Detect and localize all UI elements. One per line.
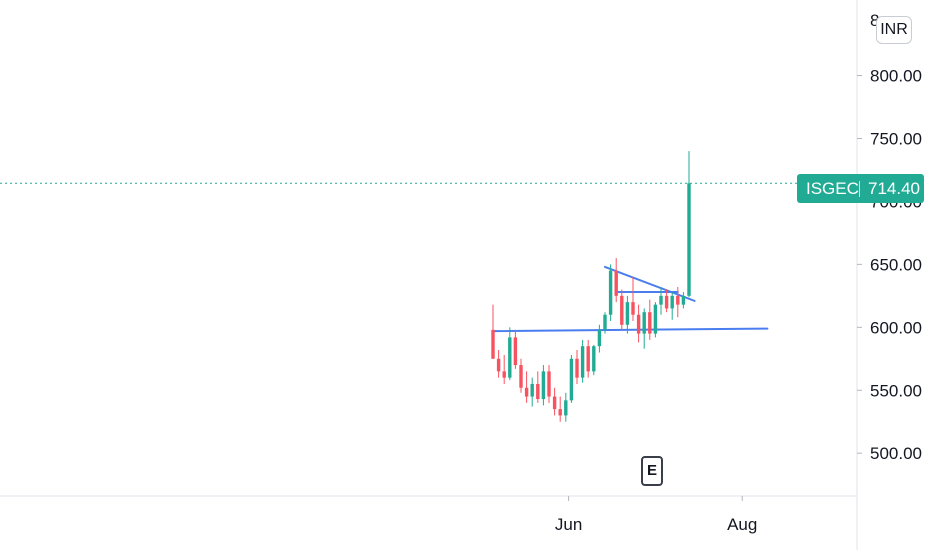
candle: [670, 292, 674, 320]
candle: [625, 295, 630, 334]
candle-body: [608, 270, 613, 315]
candle-body: [580, 346, 585, 378]
candle: [664, 289, 669, 313]
candle: [659, 287, 663, 315]
candle-body: [508, 337, 512, 378]
candle-body: [564, 400, 568, 416]
candle-body: [569, 358, 574, 401]
candle: [569, 355, 574, 403]
candle-body: [513, 337, 518, 366]
y-tick-label: 500.00: [870, 444, 922, 463]
y-tick-label-partial: 8: [870, 11, 879, 30]
candle: [608, 264, 613, 322]
candle: [614, 258, 618, 303]
candle-body: [597, 329, 602, 347]
candle-body: [687, 183, 691, 296]
last-price-tag: ISGEC 714.40: [797, 174, 924, 203]
candle: [597, 324, 602, 353]
candle-body: [614, 270, 618, 296]
candle-body: [552, 396, 557, 410]
candle: [575, 349, 579, 384]
candle-body: [575, 358, 579, 378]
tag-separator: [859, 180, 860, 197]
trendlines[interactable]: [492, 265, 769, 333]
candle: [636, 304, 641, 343]
candle-body: [653, 304, 658, 334]
candle-body: [636, 314, 641, 334]
candle: [564, 392, 568, 422]
candle-body: [681, 295, 686, 305]
candle: [642, 308, 646, 349]
candle-body: [676, 295, 680, 305]
candle-body: [664, 295, 669, 309]
candle: [513, 329, 518, 369]
earnings-event-icon[interactable]: E: [641, 456, 663, 486]
candle: [496, 349, 501, 378]
candle-body: [625, 302, 630, 325]
candle: [541, 365, 546, 406]
last-price-label: 714.40: [868, 178, 920, 198]
candle: [530, 377, 534, 407]
candle: [491, 304, 495, 359]
candle: [547, 365, 551, 403]
candle-body: [631, 302, 635, 315]
candle-body: [558, 409, 562, 416]
candle: [676, 287, 680, 318]
candle-body: [642, 312, 646, 334]
candlestick-series: [491, 151, 691, 422]
candle: [687, 151, 691, 298]
candle-body: [603, 314, 607, 330]
candle: [508, 327, 512, 381]
y-tick-label: 550.00: [870, 381, 922, 400]
candle-body: [502, 371, 506, 378]
candle-body: [524, 387, 529, 397]
y-tick-label: 750.00: [870, 129, 922, 148]
candle: [653, 302, 658, 338]
candle: [580, 339, 585, 383]
candle: [558, 396, 562, 422]
y-tick-label: 600.00: [870, 318, 922, 337]
candle: [631, 276, 635, 322]
candle: [502, 355, 506, 384]
candle: [552, 387, 557, 416]
candle: [592, 344, 596, 376]
candle-body: [519, 365, 523, 388]
trendline[interactable]: [604, 265, 696, 302]
candle-body: [648, 312, 652, 334]
x-tick-label: Jun: [555, 515, 582, 534]
y-tick-label: 650.00: [870, 255, 922, 274]
candle-body: [491, 329, 495, 359]
candle-body: [536, 383, 540, 400]
time-axis[interactable]: Jun Aug: [555, 496, 757, 534]
candle-body: [592, 346, 596, 372]
currency-badge[interactable]: INR: [876, 16, 912, 44]
candle-body: [541, 371, 546, 400]
price-axis[interactable]: 800.00750.00700.00650.00600.00550.00500.…: [857, 11, 922, 463]
x-tick-label: Aug: [727, 515, 757, 534]
candle: [620, 289, 624, 330]
candle: [681, 292, 686, 309]
candle-body: [496, 358, 501, 372]
y-tick-label: 800.00: [870, 67, 922, 86]
candle: [586, 339, 590, 378]
candle-body: [530, 383, 534, 397]
trendline[interactable]: [492, 327, 769, 333]
candle: [536, 371, 540, 403]
candle: [519, 358, 523, 393]
candle: [648, 299, 652, 340]
symbol-label: ISGEC: [806, 178, 859, 198]
candle-body: [586, 346, 590, 372]
candle-body: [670, 295, 674, 309]
candle-body: [620, 295, 624, 325]
candle: [524, 371, 529, 403]
candle-body: [659, 295, 663, 305]
candle-body: [547, 371, 551, 397]
candle: [603, 312, 607, 334]
